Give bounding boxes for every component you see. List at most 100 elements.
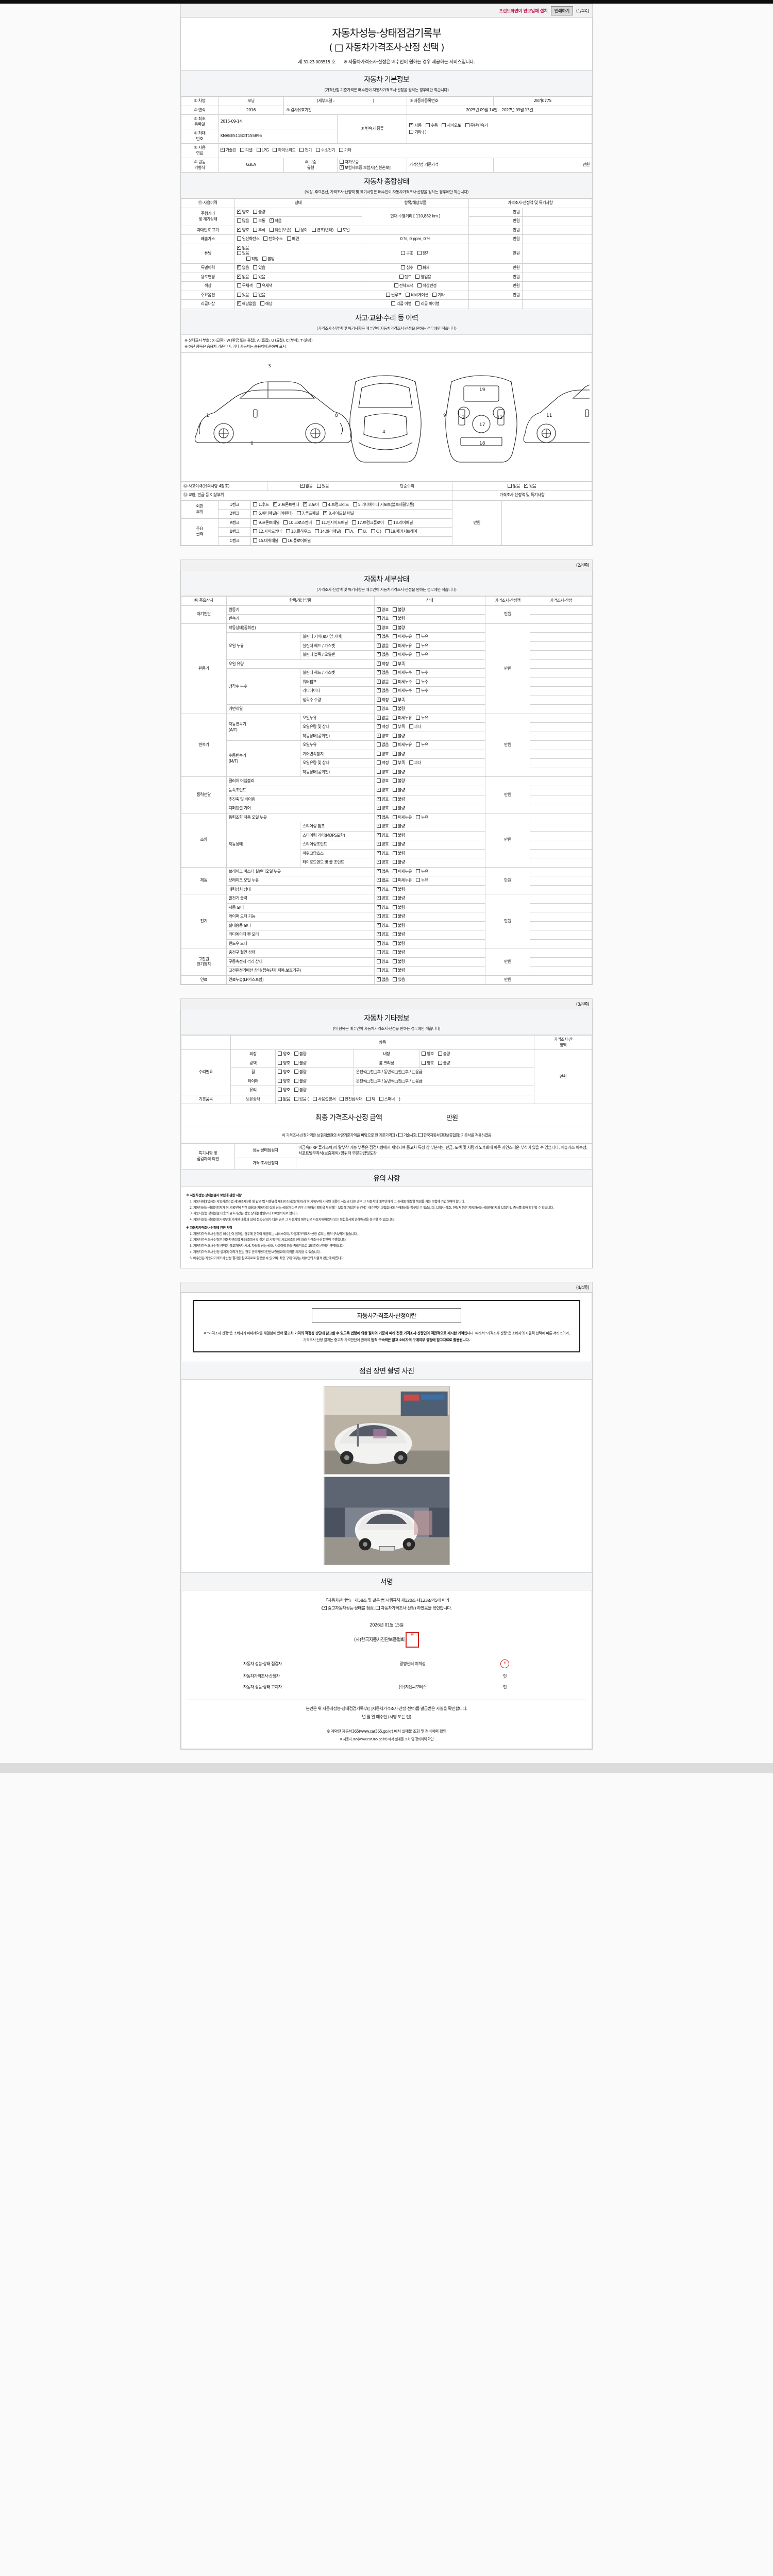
detail-option[interactable]: 미세누유	[393, 742, 412, 748]
checkbox[interactable]	[416, 670, 421, 675]
overall-item-option[interactable]: 침수	[401, 265, 413, 271]
checkbox[interactable]	[294, 1078, 298, 1083]
overall-option[interactable]: 없음	[237, 245, 249, 251]
other-option[interactable]: 양호	[278, 1088, 290, 1093]
checkbox[interactable]	[294, 1070, 298, 1074]
detail-option[interactable]: 미세누유	[393, 715, 412, 721]
checkbox[interactable]	[415, 274, 420, 279]
detail-option[interactable]: 적정	[376, 660, 389, 667]
overall-option[interactable]: 훼손(오손)	[269, 227, 291, 233]
warranty-option[interactable]: 자가보증	[339, 160, 359, 165]
checkbox[interactable]	[351, 520, 356, 524]
detail-option[interactable]: 양호	[376, 859, 389, 866]
detail-option[interactable]: 없음	[376, 633, 389, 640]
detail-option[interactable]: 미세누수	[393, 679, 412, 685]
checkbox[interactable]	[376, 778, 381, 783]
checkbox[interactable]	[393, 661, 397, 666]
overall-item-option[interactable]: 전체도색	[394, 283, 413, 289]
checkbox[interactable]	[394, 283, 398, 288]
checkbox[interactable]	[339, 160, 344, 164]
checkbox[interactable]	[376, 814, 381, 819]
detail-option[interactable]: 없음	[376, 976, 389, 983]
checkbox[interactable]	[311, 227, 316, 232]
fuel-option[interactable]: 기타	[339, 148, 351, 154]
detail-option[interactable]: 불량	[393, 842, 405, 848]
detail-option[interactable]: 양호	[376, 796, 389, 803]
detail-option[interactable]: 양호	[376, 823, 389, 829]
checkbox[interactable]	[237, 264, 241, 270]
overall-option[interactable]: 있음	[253, 274, 265, 280]
checkbox[interactable]	[376, 895, 381, 901]
detail-option[interactable]: 불량	[393, 950, 405, 956]
checkbox[interactable]	[376, 687, 381, 693]
checkbox[interactable]	[393, 652, 397, 657]
part-option[interactable]: A,	[345, 529, 354, 535]
part-option[interactable]: 1.후드	[253, 502, 269, 508]
checkbox[interactable]	[417, 251, 422, 256]
overall-option[interactable]: 상이	[295, 227, 308, 233]
checkbox[interactable]	[376, 940, 381, 945]
checkbox[interactable]	[393, 824, 397, 828]
overall-option[interactable]: 적법	[246, 256, 259, 262]
print-button[interactable]: 인쇄하기	[550, 6, 573, 15]
checkbox[interactable]	[376, 742, 381, 747]
checkbox[interactable]	[237, 300, 241, 306]
other-option[interactable]: 불량	[438, 1052, 450, 1057]
overall-option[interactable]: 불법	[262, 256, 275, 262]
overall-option[interactable]: 양호	[237, 227, 249, 233]
detail-option[interactable]: 양호	[376, 787, 389, 793]
checkbox[interactable]	[294, 1060, 298, 1065]
checkbox[interactable]	[393, 932, 397, 937]
detail-option[interactable]: 미세누유	[393, 815, 412, 821]
checkbox[interactable]	[393, 923, 397, 927]
detail-option[interactable]: 누유	[416, 742, 428, 748]
part-option[interactable]: 5.라디에이터 서포트(볼트체결부품)	[352, 502, 414, 508]
checkbox[interactable]	[376, 850, 381, 855]
detail-option[interactable]: 적정	[376, 697, 389, 703]
checkbox[interactable]	[376, 615, 381, 621]
checkbox[interactable]	[237, 209, 241, 214]
holding-option[interactable]: 있음 (	[294, 1096, 309, 1103]
inspect-option-checkbox[interactable]	[323, 1605, 327, 1610]
detail-option[interactable]: 양호	[376, 805, 389, 811]
transmission-option[interactable]: 무단변속기	[465, 123, 488, 129]
detail-option[interactable]: 불량	[393, 968, 405, 974]
holding-option[interactable]: 없음	[278, 1096, 290, 1103]
holding-sub-option[interactable]: 스패너	[379, 1096, 395, 1103]
checkbox[interactable]	[393, 688, 397, 693]
checkbox[interactable]	[253, 274, 258, 279]
detail-option[interactable]: 양호	[376, 968, 389, 974]
part-option[interactable]: 14.필러패널(	[314, 529, 341, 535]
overall-option[interactable]: 많음	[237, 218, 249, 224]
detail-option[interactable]: 누수	[416, 688, 428, 694]
holding-sub-option[interactable]: 안전삼각대	[339, 1096, 362, 1103]
detail-option[interactable]: 불량	[393, 941, 405, 947]
other-option[interactable]: 불량	[294, 1078, 307, 1084]
checkbox[interactable]	[237, 236, 241, 241]
checkbox[interactable]	[263, 236, 268, 241]
detail-option[interactable]: 없음	[376, 715, 389, 721]
checkbox[interactable]	[385, 292, 390, 297]
detail-option[interactable]: 양호	[376, 940, 389, 947]
checkbox[interactable]	[253, 227, 258, 232]
checkbox[interactable]	[376, 715, 381, 720]
checkbox[interactable]	[399, 274, 404, 279]
checkbox[interactable]	[237, 251, 241, 256]
other-option[interactable]: 양호	[278, 1060, 290, 1066]
part-option[interactable]: 8.사이드실 패널	[323, 510, 354, 517]
other-option[interactable]: 불량	[294, 1060, 307, 1066]
detail-option[interactable]: 불량	[393, 733, 405, 739]
detail-option[interactable]: 불량	[393, 905, 405, 911]
fuel-option[interactable]: 수소전기	[315, 148, 335, 154]
checkbox[interactable]	[338, 227, 342, 232]
detail-option[interactable]: 부족	[393, 760, 405, 766]
checkbox[interactable]	[376, 697, 381, 702]
checkbox[interactable]	[425, 123, 430, 128]
checkbox[interactable]	[345, 529, 349, 534]
checkbox[interactable]	[393, 625, 397, 630]
overall-option[interactable]: 적음	[269, 217, 282, 224]
detail-option[interactable]: 양호	[376, 922, 389, 929]
checkbox[interactable]	[376, 651, 381, 657]
checkbox[interactable]	[422, 1052, 426, 1056]
checkbox[interactable]	[401, 265, 406, 270]
